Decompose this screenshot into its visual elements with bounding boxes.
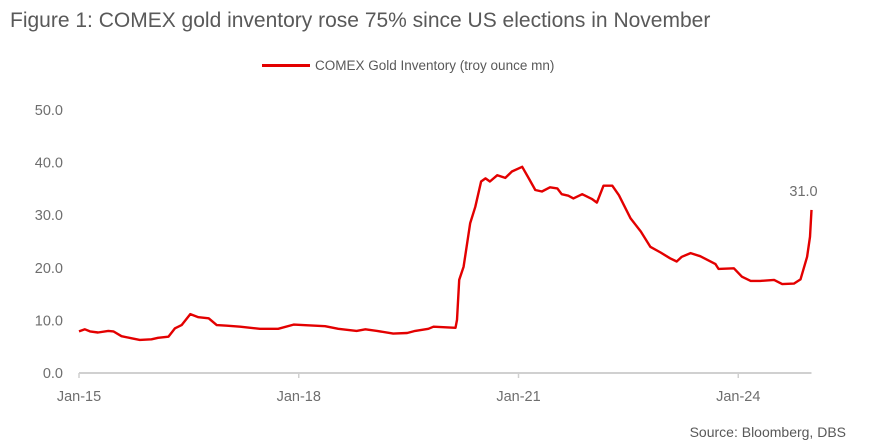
x-tick-label: Jan-18: [277, 389, 321, 405]
chart-title: Figure 1: COMEX gold inventory rose 75% …: [10, 9, 711, 32]
y-tick-label: 50.0: [35, 103, 63, 119]
y-tick-label: 20.0: [35, 261, 63, 277]
data-label: 31.0: [789, 184, 817, 200]
legend: COMEX Gold Inventory (troy ounce mn): [262, 58, 554, 73]
x-tick-label: Jan-24: [716, 389, 760, 405]
source-note: Source: Bloomberg, DBS: [689, 424, 846, 440]
y-tick-label: 10.0: [35, 313, 63, 329]
x-tick-label: Jan-21: [496, 389, 540, 405]
legend-swatch: [262, 64, 310, 67]
y-tick-label: 40.0: [35, 156, 63, 172]
legend-label: COMEX Gold Inventory (troy ounce mn): [315, 58, 555, 73]
series-line-comex-gold-inventory: [78, 165, 813, 342]
y-tick-label: 30.0: [35, 208, 63, 224]
y-tick-label: 0.0: [43, 366, 63, 382]
x-tick-label: Jan-15: [57, 389, 101, 405]
